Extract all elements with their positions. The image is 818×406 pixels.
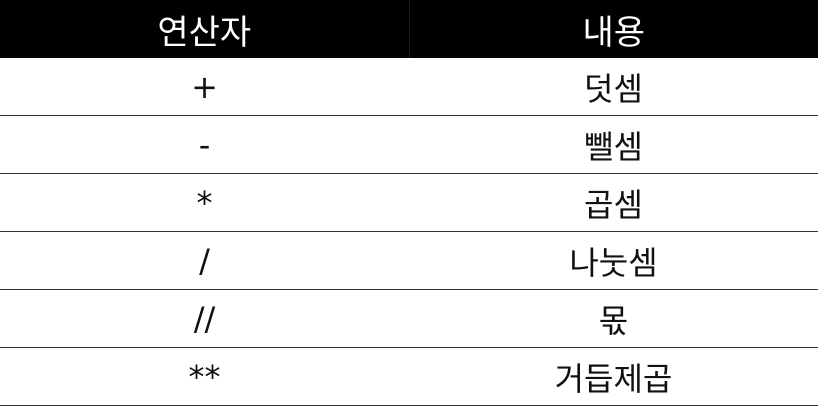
table-row: + 덧셈 bbox=[0, 58, 818, 116]
header-meaning: 내용 bbox=[408, 0, 818, 58]
meaning-cell: 나눗셈 bbox=[409, 231, 818, 290]
operator-cell: * bbox=[0, 173, 409, 232]
meaning-cell: 거듭제곱 bbox=[409, 347, 818, 406]
table-row: * 곱셈 bbox=[0, 173, 818, 232]
table-row: - 뺄셈 bbox=[0, 115, 818, 174]
table-body: + 덧셈 - 뺄셈 * 곱셈 / 나눗셈 // 몫 ** 거듭제곱 bbox=[0, 58, 818, 406]
operator-cell: - bbox=[0, 115, 409, 174]
meaning-cell: 몫 bbox=[409, 289, 818, 348]
table-row: / 나눗셈 bbox=[0, 231, 818, 290]
table-row: ** 거듭제곱 bbox=[0, 347, 818, 406]
table-row: // 몫 bbox=[0, 289, 818, 348]
header-operator: 연산자 bbox=[0, 0, 409, 58]
operator-cell: // bbox=[0, 289, 409, 348]
meaning-cell: 뺄셈 bbox=[409, 115, 818, 174]
header-row: 연산자 내용 bbox=[0, 0, 818, 58]
operator-cell: ** bbox=[0, 347, 409, 406]
operator-cell: + bbox=[0, 58, 409, 116]
meaning-cell: 덧셈 bbox=[409, 58, 818, 116]
meaning-cell: 곱셈 bbox=[409, 173, 818, 232]
operator-cell: / bbox=[0, 231, 409, 290]
table-header: 연산자 내용 bbox=[0, 0, 818, 58]
